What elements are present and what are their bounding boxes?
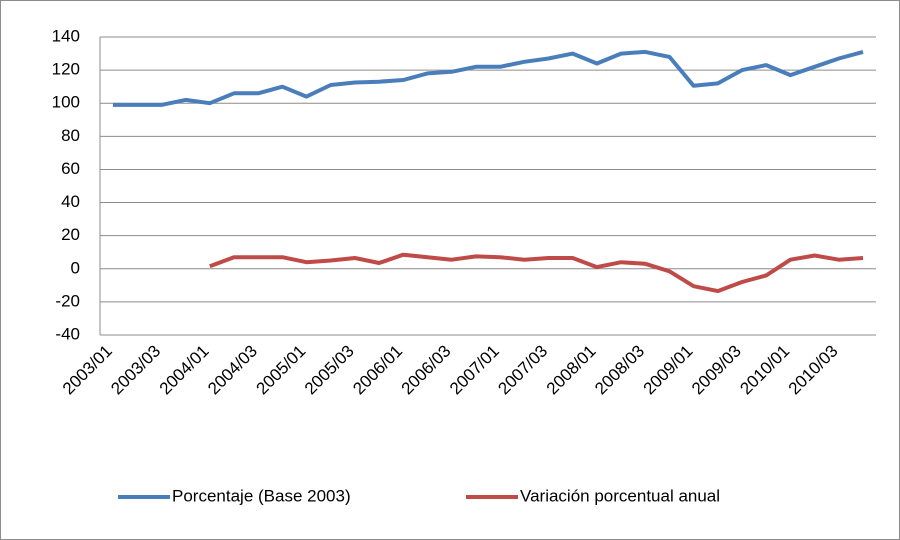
y-tick-label: 120 <box>52 60 80 79</box>
y-tick-label: 20 <box>61 225 80 244</box>
y-tick-label: 140 <box>52 26 80 45</box>
series-line <box>113 49 864 107</box>
y-tick-label: 80 <box>61 126 80 145</box>
series-line <box>209 252 864 294</box>
legend-label: Porcentaje (Base 2003) <box>172 486 351 505</box>
y-tick-label: -40 <box>55 324 80 343</box>
y-tick-label: 100 <box>52 93 80 112</box>
y-tick-label: -20 <box>55 291 80 310</box>
legend-label: Variación porcentual anual <box>520 486 720 505</box>
y-tick-label: 40 <box>61 192 80 211</box>
y-tick-label: 60 <box>61 159 80 178</box>
y-tick-label: 0 <box>71 258 80 277</box>
